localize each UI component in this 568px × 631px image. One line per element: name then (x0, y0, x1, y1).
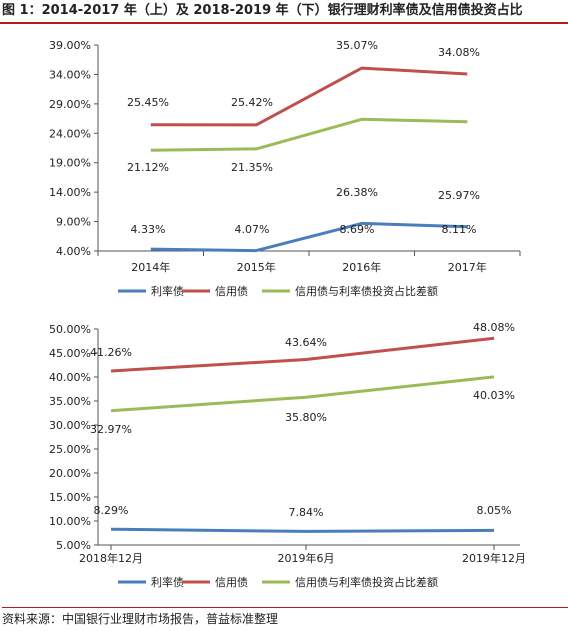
series-line (110, 527, 495, 533)
chart-2014-2017: 4.00% 9.00% 14.00% 19.00% 24.00% 29.00% 34.00%… (49, 39, 521, 298)
y-tick-label: 10.00% (49, 515, 91, 528)
legend-label: 信用债与利率债投资占比差额 (295, 575, 438, 589)
data-label: 35.07% (336, 39, 378, 52)
legend-label: 信用债 (215, 284, 248, 298)
y-tick-label: 45.00% (49, 347, 91, 360)
data-label: 8.69% (340, 223, 375, 236)
data-label: 21.12% (127, 161, 169, 174)
series-line (150, 66, 468, 127)
y-tick-label: 35.00% (49, 395, 91, 408)
y-tick-label: 29.00% (49, 98, 91, 111)
data-label: 4.07% (235, 223, 270, 236)
x-tick-label: 2015年 (237, 260, 276, 274)
data-label: 25.97% (438, 189, 480, 202)
data-label: 48.08% (473, 321, 515, 334)
x-tick-label: 2014年 (131, 260, 170, 274)
y-tick-label: 14.00% (49, 186, 91, 199)
figure-title: 图 1：2014-2017 年（上）及 2018-2019 年（下）银行理财利率… (0, 0, 568, 24)
source-note: 资料来源：中国银行业理财市场报告，普益标准整理 (2, 607, 568, 629)
data-label: 8.05% (477, 504, 512, 517)
series-line (150, 117, 468, 152)
y-tick-label: 34.00% (49, 68, 91, 81)
series-line (150, 221, 468, 253)
legend-label: 利率债 (151, 575, 184, 589)
data-label: 40.03% (473, 389, 515, 402)
series-line (110, 336, 495, 373)
y-tick-label: 5.00% (56, 539, 91, 552)
y-tick-label: 40.00% (49, 371, 91, 384)
y-tick-label: 24.00% (49, 127, 91, 140)
x-tick-label: 2017年 (448, 260, 487, 274)
data-label: 26.38% (336, 186, 378, 199)
x-tick-label: 2018年12月 (79, 551, 143, 565)
chart-2018-2019: 5.00% 10.00% 15.00% 20.00% 25.00% 30.00% 35.00… (49, 321, 526, 589)
data-label: 7.84% (289, 506, 324, 519)
x-tick-label: 2016年 (342, 260, 381, 274)
series-line (110, 375, 495, 413)
data-label: 25.42% (231, 96, 273, 109)
data-label: 4.33% (131, 223, 166, 236)
data-label: 8.11% (442, 223, 477, 236)
y-tick-label: 20.00% (49, 467, 91, 480)
data-label: 41.26% (90, 346, 132, 359)
data-label: 43.64% (285, 336, 327, 349)
y-tick-label: 9.00% (56, 216, 91, 229)
x-tick-label: 2019年12月 (462, 551, 526, 565)
y-tick-label: 15.00% (49, 491, 91, 504)
data-label: 21.35% (231, 161, 273, 174)
y-tick-label: 39.00% (49, 39, 91, 52)
legend-label: 信用债 (215, 575, 248, 589)
data-label: 25.45% (127, 96, 169, 109)
y-tick-label: 19.00% (49, 157, 91, 170)
y-tick-label: 30.00% (49, 419, 91, 432)
y-tick-label: 25.00% (49, 443, 91, 456)
y-tick-label: 4.00% (56, 245, 91, 258)
data-label: 35.80% (285, 411, 327, 424)
legend-label: 信用债与利率债投资占比差额 (295, 284, 438, 298)
data-label: 34.08% (438, 46, 480, 59)
data-label: 8.29% (94, 504, 129, 517)
y-tick-label: 50.00% (49, 323, 91, 336)
data-label: 32.97% (90, 423, 132, 436)
legend-label: 利率债 (151, 284, 184, 298)
x-tick-label: 2019年6月 (278, 551, 335, 565)
